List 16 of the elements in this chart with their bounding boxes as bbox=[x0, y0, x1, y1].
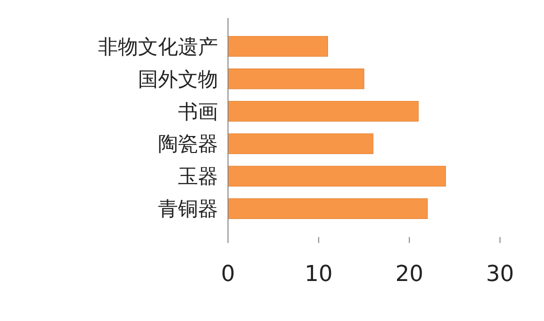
y-tick-label: 玉器 bbox=[178, 164, 218, 188]
x-tick-label: 30 bbox=[486, 262, 514, 287]
y-tick-label: 青铜器 bbox=[158, 196, 218, 221]
bar bbox=[228, 68, 364, 90]
y-tick-label: 国外文物 bbox=[138, 66, 218, 91]
bar bbox=[228, 36, 328, 57]
bar bbox=[228, 166, 446, 186]
bar bbox=[228, 133, 374, 154]
x-tick-label: 10 bbox=[304, 262, 333, 287]
bar bbox=[228, 100, 419, 122]
x-tick-label: 0 bbox=[221, 262, 235, 287]
bar bbox=[228, 198, 428, 219]
y-tick-label: 书画 bbox=[178, 99, 218, 124]
x-tick-label: 20 bbox=[395, 262, 424, 287]
y-tick-label: 陶瓷器 bbox=[158, 132, 218, 156]
y-tick-label: 非物文化遗产 bbox=[98, 34, 218, 58]
